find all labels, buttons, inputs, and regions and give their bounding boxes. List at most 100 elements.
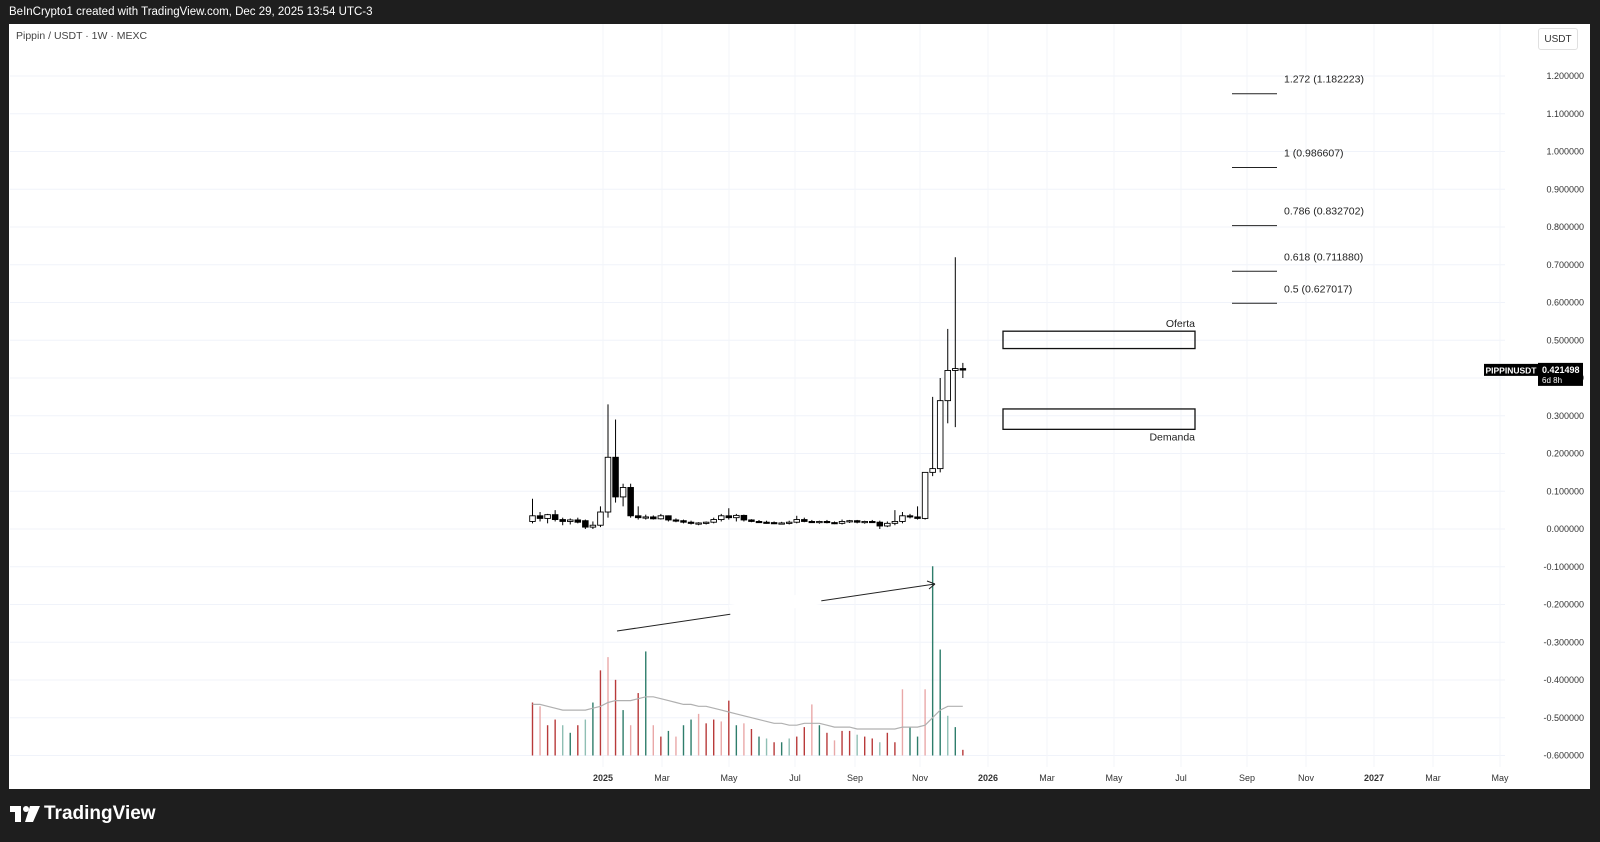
fib-layer: 1.272 (1.182223) 1 (0.986607) 0.786 (0.832… [1232, 74, 1364, 304]
candle-body [914, 516, 921, 519]
annotation-arrowhead [926, 580, 936, 590]
candle-body [695, 522, 702, 525]
y-tick-label: 0.700000 [1546, 260, 1584, 270]
candle-body [582, 520, 589, 528]
candle-body [536, 515, 544, 519]
candle-body [642, 516, 650, 519]
y-tick-label: 0.100000 [1546, 486, 1584, 496]
candle-body [921, 471, 929, 519]
candle-body [808, 521, 816, 524]
candle-body [959, 368, 967, 371]
candle-body [838, 521, 846, 524]
candle-body [544, 514, 551, 519]
tradingview-brand: TradingView [44, 803, 156, 824]
candle-body [529, 515, 536, 522]
candle-body [574, 519, 582, 523]
candle-body [944, 370, 952, 402]
candle-body [718, 515, 725, 521]
x-tick-label: 2025 [593, 773, 613, 783]
price-countdown-label: 6d 8h [1542, 376, 1562, 385]
fib-level-label: 1.272 (1.182223) [1284, 74, 1364, 86]
y-tick-label: -0.300000 [1543, 637, 1584, 647]
candle-body [929, 468, 936, 473]
y-tick-label: -0.400000 [1543, 675, 1584, 685]
candle-body [687, 521, 695, 524]
candle-body [597, 511, 604, 526]
x-tick-label: Mar [1425, 773, 1441, 783]
zone-layer: Oferta Demanda [1002, 318, 1196, 443]
candle-body [801, 519, 808, 522]
candle-body [816, 521, 823, 524]
tradingview-logo-icon [10, 806, 40, 822]
candle-body [755, 521, 763, 524]
x-tick-label: May [720, 773, 738, 783]
footer [0, 789, 1600, 842]
x-tick-label: Mar [654, 773, 670, 783]
candle-body [906, 515, 914, 518]
grid-layer [10, 24, 1505, 767]
fib-level-label: 0.5 (0.627017) [1284, 283, 1352, 295]
x-tick-label: 2027 [1364, 773, 1384, 783]
candle-body [823, 521, 831, 524]
candle-body [853, 520, 861, 523]
candle-body [634, 515, 642, 519]
candle-body [657, 515, 665, 520]
y-tick-label: 0.200000 [1546, 449, 1584, 459]
candle-body [604, 456, 612, 513]
chart-credit: BeInCrypto1 created with TradingView.com… [0, 0, 1600, 24]
zone-box [1002, 330, 1196, 350]
candle-body [869, 521, 876, 524]
candle-body [665, 515, 672, 521]
y-tick-label: 0.800000 [1546, 222, 1584, 232]
candle-body [785, 521, 793, 524]
tradingview-logo[interactable]: TradingView [10, 803, 156, 825]
price-symbol-bg [1484, 363, 1538, 376]
y-tick-label: -0.100000 [1543, 562, 1584, 572]
x-tick-label: Mar [1039, 773, 1055, 783]
fib-level-label: 0.786 (0.832702) [1284, 206, 1364, 218]
candle-layer [529, 257, 967, 529]
x-tick-label: May [1105, 773, 1123, 783]
x-tick-label: Jul [1175, 773, 1187, 783]
x-tick-label: Jul [789, 773, 801, 783]
y-tick-label: 1.100000 [1546, 109, 1584, 119]
y-tick-label: 0.500000 [1546, 335, 1584, 345]
price-symbol-label: PIPPINUSDT [1485, 365, 1537, 375]
candle-body [748, 519, 755, 522]
candle-body [884, 522, 891, 527]
candle-body [567, 519, 574, 522]
y-axis: 1.200000 1.100000 1.000000 0.900000 0.800000… [1543, 71, 1584, 761]
candle-body [710, 519, 717, 523]
y-tick-label: 0.900000 [1546, 184, 1584, 194]
fib-level-label: 0.618 (0.711880) [1284, 251, 1363, 263]
x-tick-label: Sep [847, 773, 863, 783]
y-tick-label: -0.600000 [1543, 751, 1584, 761]
candle-body [589, 524, 597, 528]
candle-body [650, 516, 657, 520]
x-tick-label: Sep [1239, 773, 1255, 783]
candle-body [702, 521, 710, 524]
y-tick-label: 0.300000 [1546, 411, 1584, 421]
candle-body [876, 521, 884, 527]
candle-body [619, 487, 627, 498]
fib-level-label: 1 (0.986607) [1284, 148, 1344, 160]
candle-body [952, 368, 959, 371]
candle-body [763, 521, 770, 524]
y-tick-label: 1.000000 [1546, 147, 1584, 157]
candle-body [891, 521, 899, 524]
candle-body [740, 514, 748, 521]
zone-label-demanda: Demanda [1149, 431, 1195, 443]
candle-body [831, 522, 838, 525]
symbol-title[interactable]: Pippin / USDT · 1W · MEXC [16, 30, 148, 42]
zone-box [1002, 408, 1196, 430]
currency-button[interactable]: USDT [1538, 28, 1578, 50]
candle-body [680, 520, 687, 523]
candle-body [672, 519, 680, 522]
volume-ma-line [532, 696, 963, 730]
candle-body [551, 514, 559, 521]
y-tick-label: 1.200000 [1546, 71, 1584, 81]
y-tick-label: -0.200000 [1543, 600, 1584, 610]
candle-body [846, 520, 853, 523]
x-axis: 2025 Mar May Jul Sep Nov 2026 Mar May Jul Sep Nov 20… [593, 773, 1509, 783]
